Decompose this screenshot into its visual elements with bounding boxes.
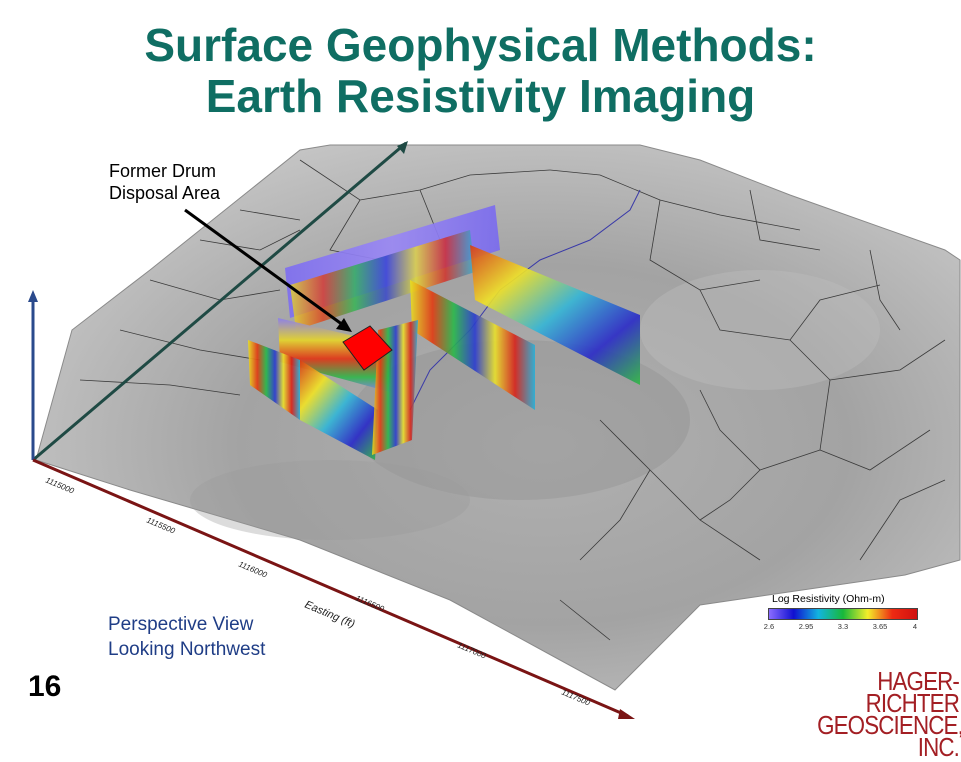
resistivity-legend: Log Resistivity (Ohm-m) 2.6 2.95 3.3 3.6…	[762, 593, 922, 637]
logo-line-1: HAGER-RICHTER	[865, 666, 960, 718]
resistivity-panel	[410, 280, 535, 410]
perspective-line-1: Perspective View	[108, 614, 254, 635]
slide: 1115000 1115500 1116000 1116500 1117000 …	[28, 19, 961, 760]
easting-tick-label: 1116000	[237, 560, 269, 580]
callout-line-2: Disposal Area	[109, 183, 221, 203]
terrain-surface	[35, 144, 961, 691]
legend-tick-label: 3.65	[872, 622, 888, 631]
legend-tick-label: 4	[912, 622, 918, 631]
resistivity-panel	[300, 360, 378, 460]
resistivity-panel	[278, 318, 392, 392]
axes	[28, 141, 635, 719]
callout-label: Former Drum Disposal Area	[109, 160, 220, 204]
easting-tick-label: 1115000	[44, 476, 76, 496]
easting-tick-label: 1117000	[456, 641, 488, 661]
legend-title: Log Resistivity (Ohm-m)	[772, 593, 885, 605]
slide-title-line-1: Surface Geophysical Methods:	[144, 19, 817, 71]
callout-arrow	[184, 208, 352, 332]
slide-number: 16	[28, 670, 62, 703]
easting-axis-label: Easting (ft)	[303, 599, 357, 631]
easting-axis	[32, 458, 629, 718]
disposal-area-marker	[342, 325, 393, 371]
resistivity-panel	[470, 245, 640, 385]
northing-axis	[32, 141, 407, 462]
callout-line-1: Former Drum	[109, 161, 216, 181]
perspective-caption: Perspective View Looking Northwest	[108, 612, 265, 662]
company-logo: HAGER-RICHTER GEOSCIENCE, INC.	[817, 666, 961, 760]
perspective-scene: 1115000 1115500 1116000 1116500 1117000 …	[28, 141, 961, 719]
legend-tick-label: 2.6	[763, 622, 775, 631]
legend-color-bar	[768, 608, 918, 620]
legend-tick-label: 2.95	[798, 622, 814, 631]
resistivity-panels	[248, 205, 640, 460]
slide-title-line-2: Earth Resistivity Imaging	[205, 70, 756, 122]
easting-tick-label: 1117500	[560, 688, 592, 708]
legend-tick-label: 3.3	[837, 622, 849, 631]
easting-tick-label: 1116500	[354, 594, 386, 614]
perspective-line-2: Looking Northwest	[108, 639, 266, 660]
